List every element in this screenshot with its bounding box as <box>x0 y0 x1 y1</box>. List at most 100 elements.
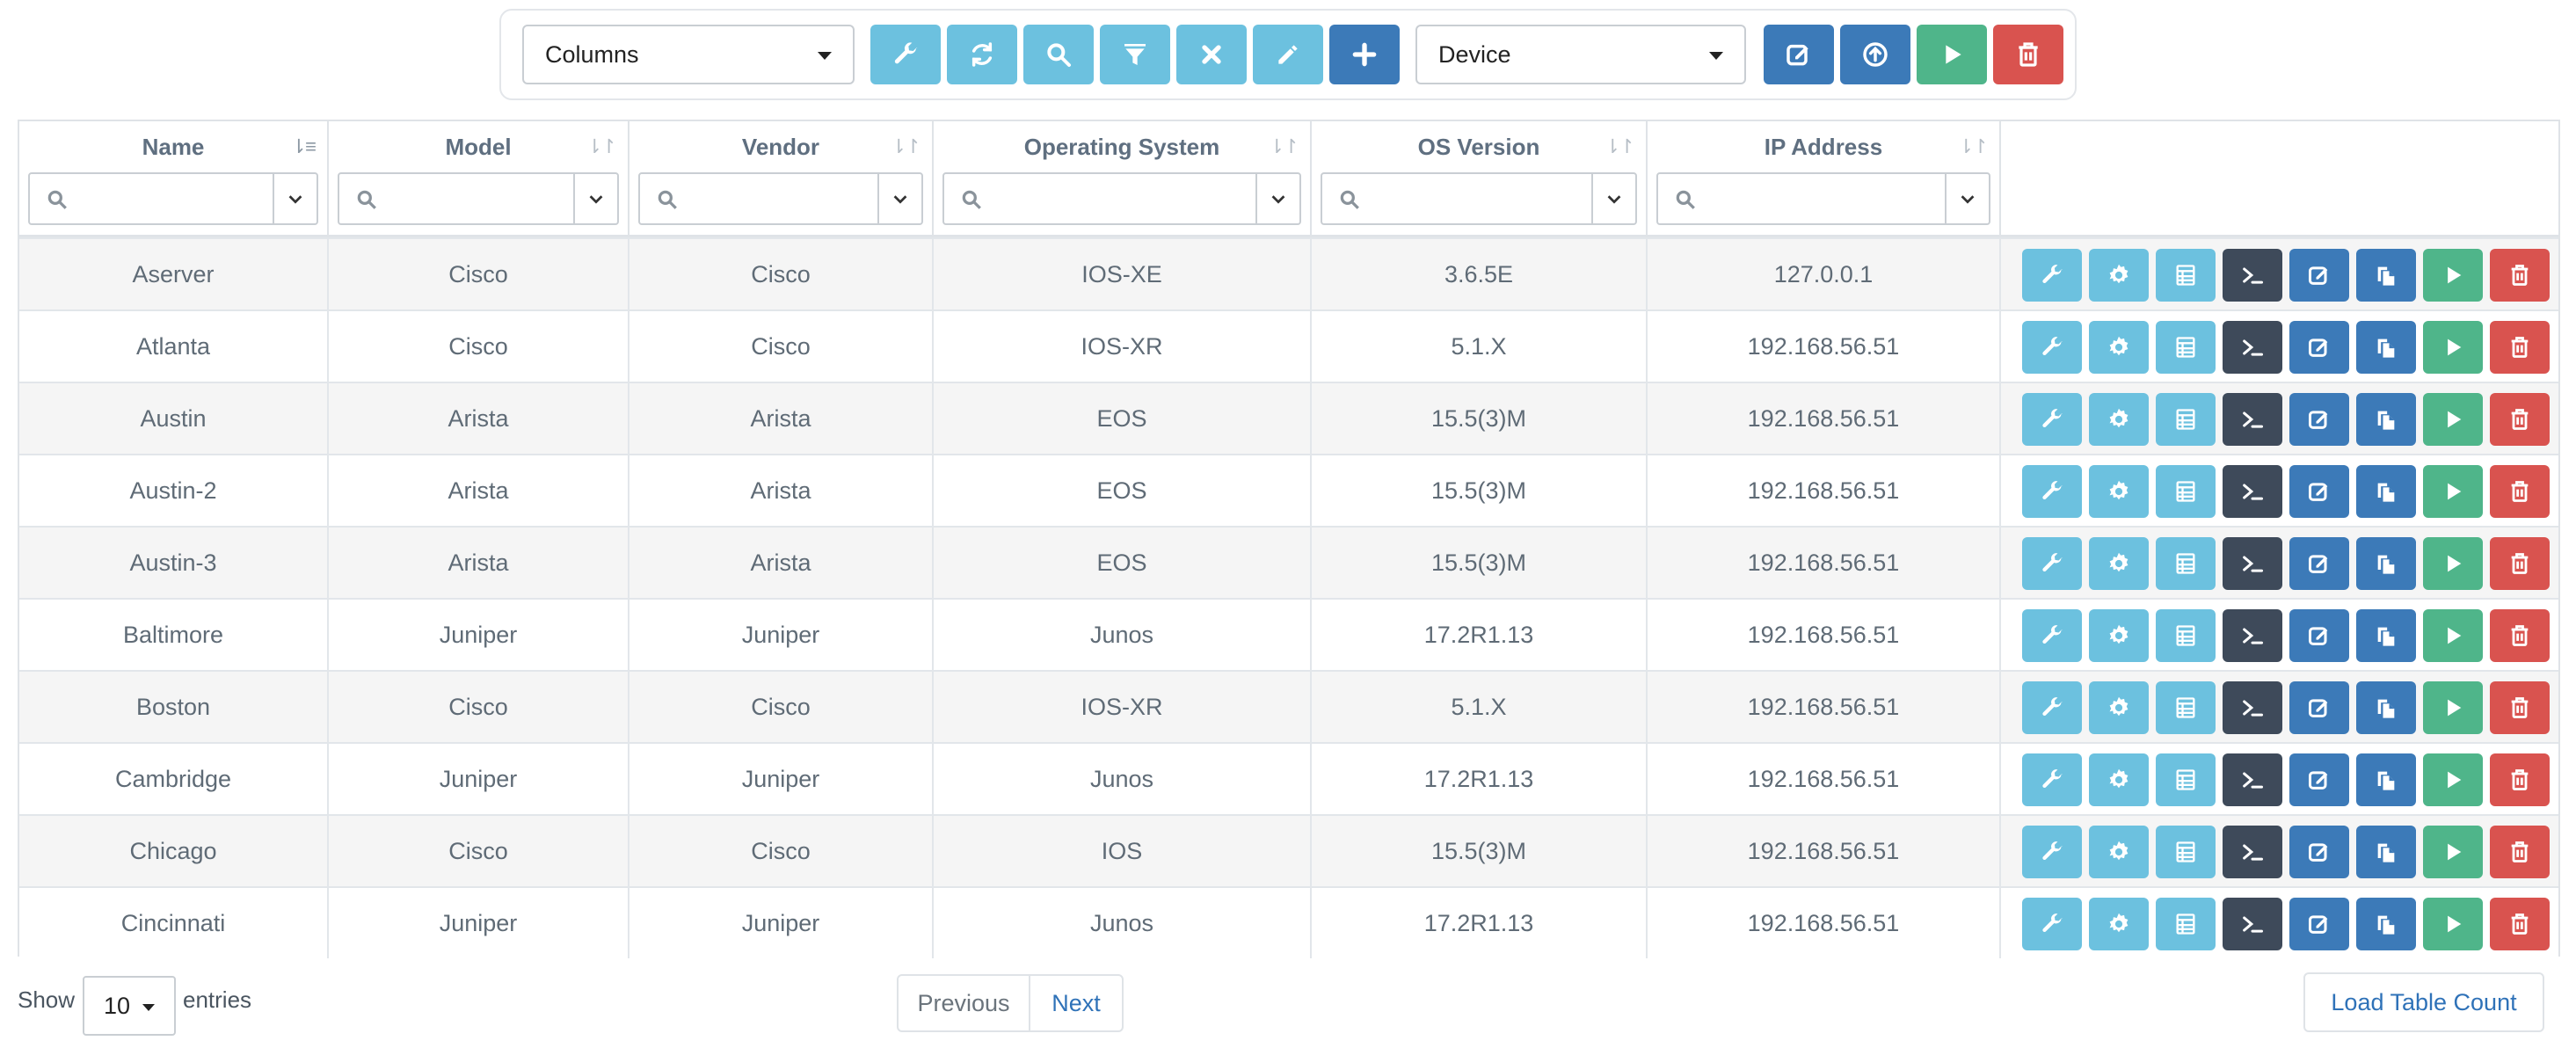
wrench-button[interactable] <box>2022 681 2082 734</box>
copy-button[interactable] <box>2356 826 2416 878</box>
gear-button[interactable] <box>2089 249 2149 302</box>
column-header-ip[interactable]: IP Address ⇂↾ <box>1648 121 2001 237</box>
copy-button[interactable] <box>2356 249 2416 302</box>
trash-button[interactable] <box>2490 609 2550 662</box>
play-button[interactable] <box>2423 753 2483 806</box>
trash-button[interactable] <box>2490 826 2550 878</box>
table-button[interactable] <box>2156 393 2216 446</box>
table-row[interactable]: Cincinnati Juniper Juniper Junos 17.2R1.13 19… <box>19 886 2558 958</box>
type-select[interactable]: Device <box>1415 25 1746 84</box>
table-button[interactable] <box>2156 249 2216 302</box>
table-row[interactable]: Chicago Cisco Cisco IOS 15.5(3)M 192.168.56.5… <box>19 814 2558 886</box>
edit-button[interactable] <box>2289 898 2349 950</box>
wrench-button[interactable] <box>2022 537 2082 590</box>
terminal-button[interactable] <box>2223 393 2282 446</box>
gear-button[interactable] <box>2089 465 2149 518</box>
table-button[interactable] <box>2156 465 2216 518</box>
terminal-button[interactable] <box>2223 537 2282 590</box>
pencil-button[interactable] <box>1253 25 1323 84</box>
wrench-button[interactable] <box>2022 249 2082 302</box>
trash-button[interactable] <box>2490 753 2550 806</box>
chevron-down-icon[interactable] <box>877 174 921 223</box>
filter-button[interactable] <box>1100 25 1170 84</box>
chevron-down-icon[interactable] <box>273 174 317 223</box>
search-button[interactable] <box>1023 25 1094 84</box>
table-button[interactable] <box>2156 537 2216 590</box>
play-button[interactable] <box>2423 609 2483 662</box>
next-page-button[interactable]: Next <box>1052 989 1101 1016</box>
column-header-name[interactable]: Name ⇂≡ <box>19 121 329 237</box>
play-button[interactable] <box>2423 537 2483 590</box>
trash-button[interactable] <box>2490 249 2550 302</box>
copy-button[interactable] <box>2356 465 2416 518</box>
chevron-down-icon[interactable] <box>1255 174 1299 223</box>
wrench-button[interactable] <box>2022 321 2082 374</box>
delete-button[interactable] <box>1993 25 2063 84</box>
page-length-select[interactable]: 10 <box>83 976 176 1036</box>
add-button[interactable] <box>1329 25 1400 84</box>
gear-button[interactable] <box>2089 898 2149 950</box>
copy-button[interactable] <box>2356 393 2416 446</box>
play-button[interactable] <box>2423 465 2483 518</box>
edit-button[interactable] <box>2289 753 2349 806</box>
load-table-count-button[interactable]: Load Table Count <box>2303 972 2544 1032</box>
edit-button[interactable] <box>1764 25 1834 84</box>
previous-page-button[interactable]: Previous <box>899 976 1030 1030</box>
columns-select[interactable]: Columns <box>522 25 855 84</box>
gear-button[interactable] <box>2089 681 2149 734</box>
terminal-button[interactable] <box>2223 753 2282 806</box>
gear-button[interactable] <box>2089 537 2149 590</box>
column-header-model[interactable]: Model ⇂↾ <box>329 121 629 237</box>
upload-button[interactable] <box>1840 25 1910 84</box>
terminal-button[interactable] <box>2223 681 2282 734</box>
table-row[interactable]: Austin Arista Arista EOS 15.5(3)M 192.168.56.… <box>19 382 2558 454</box>
column-header-os[interactable]: Operating System ⇂↾ <box>934 121 1312 237</box>
edit-button[interactable] <box>2289 609 2349 662</box>
terminal-button[interactable] <box>2223 465 2282 518</box>
copy-button[interactable] <box>2356 321 2416 374</box>
gear-button[interactable] <box>2089 609 2149 662</box>
copy-button[interactable] <box>2356 537 2416 590</box>
trash-button[interactable] <box>2490 898 2550 950</box>
table-row[interactable]: Boston Cisco Cisco IOS-XR 5.1.X 192.168.56.51 <box>19 670 2558 742</box>
sort-icon[interactable]: ⇂↾ <box>1605 135 1635 157</box>
trash-button[interactable] <box>2490 321 2550 374</box>
gear-button[interactable] <box>2089 753 2149 806</box>
chevron-down-icon[interactable] <box>1591 174 1635 223</box>
play-button[interactable] <box>2423 393 2483 446</box>
clear-button[interactable] <box>1176 25 1247 84</box>
table-button[interactable] <box>2156 898 2216 950</box>
sort-icon[interactable]: ⇂↾ <box>891 135 921 157</box>
trash-button[interactable] <box>2490 537 2550 590</box>
play-button[interactable] <box>2423 249 2483 302</box>
sort-icon[interactable]: ⇂↾ <box>1958 135 1989 157</box>
sort-icon[interactable]: ⇂↾ <box>1269 135 1299 157</box>
edit-button[interactable] <box>2289 826 2349 878</box>
table-row[interactable]: Cambridge Juniper Juniper Junos 17.2R1.13 192… <box>19 742 2558 814</box>
chevron-down-icon[interactable] <box>573 174 617 223</box>
gear-button[interactable] <box>2089 393 2149 446</box>
run-button[interactable] <box>1917 25 1987 84</box>
terminal-button[interactable] <box>2223 826 2282 878</box>
trash-button[interactable] <box>2490 681 2550 734</box>
table-button[interactable] <box>2156 609 2216 662</box>
terminal-button[interactable] <box>2223 321 2282 374</box>
table-button[interactable] <box>2156 826 2216 878</box>
table-row[interactable]: Austin-3 Arista Arista EOS 15.5(3)M 192.168.5… <box>19 526 2558 598</box>
edit-button[interactable] <box>2289 393 2349 446</box>
copy-button[interactable] <box>2356 609 2416 662</box>
copy-button[interactable] <box>2356 753 2416 806</box>
play-button[interactable] <box>2423 898 2483 950</box>
chevron-down-icon[interactable] <box>1945 174 1989 223</box>
copy-button[interactable] <box>2356 898 2416 950</box>
edit-button[interactable] <box>2289 465 2349 518</box>
sort-icon[interactable]: ⇂≡ <box>290 135 317 157</box>
table-button[interactable] <box>2156 681 2216 734</box>
table-row[interactable]: Aserver Cisco Cisco IOS-XE 3.6.5E 127.0.0.1 <box>19 237 2558 309</box>
edit-button[interactable] <box>2289 321 2349 374</box>
ip-filter[interactable] <box>1656 172 1990 225</box>
os-version-filter[interactable] <box>1321 172 1637 225</box>
play-button[interactable] <box>2423 321 2483 374</box>
play-button[interactable] <box>2423 681 2483 734</box>
table-button[interactable] <box>2156 321 2216 374</box>
